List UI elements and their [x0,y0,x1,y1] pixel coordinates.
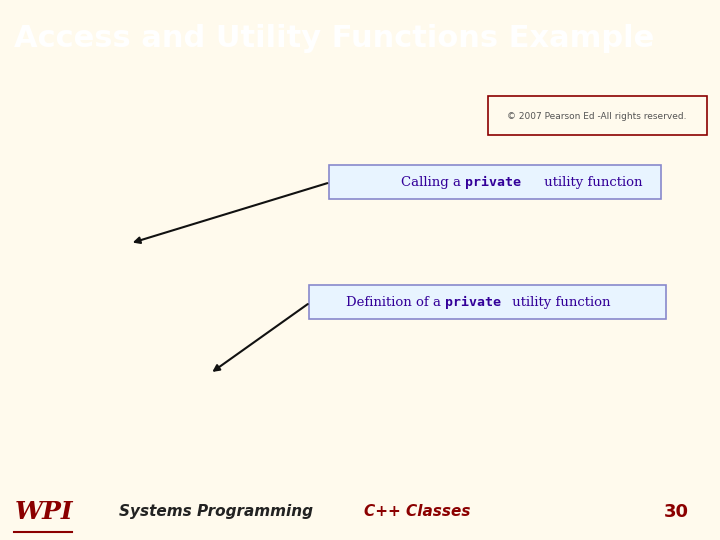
Text: 30: 30 [665,503,689,521]
Text: private: private [446,296,502,309]
Text: Systems Programming: Systems Programming [119,504,313,519]
FancyBboxPatch shape [329,165,661,199]
Text: WPI: WPI [14,500,73,524]
Text: Access and Utility Functions Example: Access and Utility Functions Example [14,24,654,53]
FancyBboxPatch shape [488,96,707,136]
Text: utility function: utility function [508,296,610,309]
Text: Calling a: Calling a [401,176,465,189]
Text: C++ Classes: C++ Classes [364,504,471,519]
Text: utility function: utility function [540,176,642,189]
FancyBboxPatch shape [309,286,666,320]
Text: Definition of a: Definition of a [346,296,446,309]
Text: © 2007 Pearson Ed -All rights reserved.: © 2007 Pearson Ed -All rights reserved. [508,112,687,121]
Text: private: private [465,176,521,189]
